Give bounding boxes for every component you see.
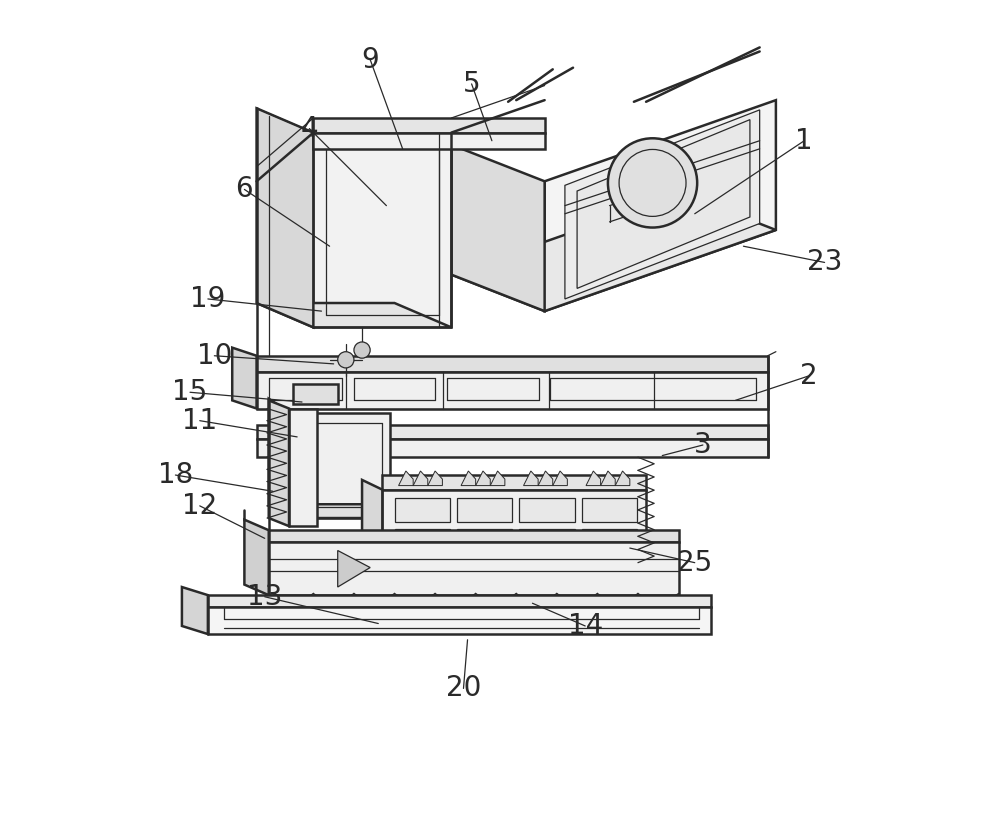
Polygon shape	[413, 471, 428, 485]
Text: 11: 11	[182, 407, 217, 435]
Polygon shape	[313, 118, 545, 132]
Polygon shape	[269, 400, 289, 526]
Polygon shape	[257, 355, 768, 372]
Text: 6: 6	[236, 176, 253, 203]
Polygon shape	[457, 498, 512, 522]
Circle shape	[338, 351, 354, 368]
Polygon shape	[577, 119, 750, 288]
Polygon shape	[362, 480, 382, 563]
Polygon shape	[208, 595, 711, 607]
Polygon shape	[538, 471, 553, 485]
Polygon shape	[293, 384, 338, 404]
Polygon shape	[399, 471, 413, 485]
Polygon shape	[519, 498, 575, 522]
Polygon shape	[269, 542, 679, 595]
Polygon shape	[553, 471, 567, 485]
Polygon shape	[476, 471, 490, 485]
Polygon shape	[461, 471, 476, 485]
Polygon shape	[545, 100, 776, 311]
Text: 10: 10	[197, 342, 232, 370]
Polygon shape	[338, 551, 370, 587]
Text: 25: 25	[677, 549, 712, 577]
Polygon shape	[269, 399, 289, 518]
Polygon shape	[582, 498, 637, 522]
Polygon shape	[451, 194, 776, 311]
Text: 18: 18	[158, 461, 193, 489]
Polygon shape	[601, 471, 615, 485]
Text: 1: 1	[795, 127, 813, 154]
Polygon shape	[395, 498, 450, 522]
Polygon shape	[457, 529, 512, 553]
Text: 14: 14	[568, 612, 603, 640]
Text: 12: 12	[182, 492, 217, 520]
Polygon shape	[524, 471, 538, 485]
Polygon shape	[269, 530, 679, 542]
Polygon shape	[382, 489, 646, 563]
Polygon shape	[490, 471, 505, 485]
Polygon shape	[519, 529, 575, 553]
Polygon shape	[269, 504, 390, 518]
Polygon shape	[257, 109, 313, 328]
Polygon shape	[313, 132, 545, 149]
Polygon shape	[586, 471, 601, 485]
Polygon shape	[428, 471, 442, 485]
Text: 23: 23	[807, 248, 842, 276]
Polygon shape	[208, 607, 711, 634]
Polygon shape	[257, 425, 768, 440]
Polygon shape	[257, 303, 451, 328]
Polygon shape	[182, 587, 208, 634]
Circle shape	[354, 342, 370, 358]
Text: 9: 9	[361, 46, 379, 74]
Polygon shape	[244, 520, 269, 595]
Polygon shape	[451, 145, 545, 311]
Text: 3: 3	[694, 431, 712, 459]
Polygon shape	[395, 529, 450, 553]
Polygon shape	[289, 413, 390, 518]
Polygon shape	[289, 408, 317, 526]
Text: 20: 20	[446, 675, 481, 703]
Text: 19: 19	[190, 285, 226, 313]
Text: 5: 5	[463, 70, 480, 98]
Polygon shape	[582, 529, 637, 553]
Text: 13: 13	[247, 583, 282, 611]
Polygon shape	[615, 471, 630, 485]
Polygon shape	[232, 348, 257, 408]
Polygon shape	[257, 440, 768, 458]
Text: 15: 15	[172, 378, 208, 406]
Circle shape	[608, 138, 697, 228]
Polygon shape	[382, 475, 646, 489]
Text: 2: 2	[800, 362, 817, 390]
Polygon shape	[313, 132, 451, 328]
Polygon shape	[565, 110, 760, 299]
Polygon shape	[257, 372, 768, 408]
Text: 4: 4	[300, 114, 318, 142]
